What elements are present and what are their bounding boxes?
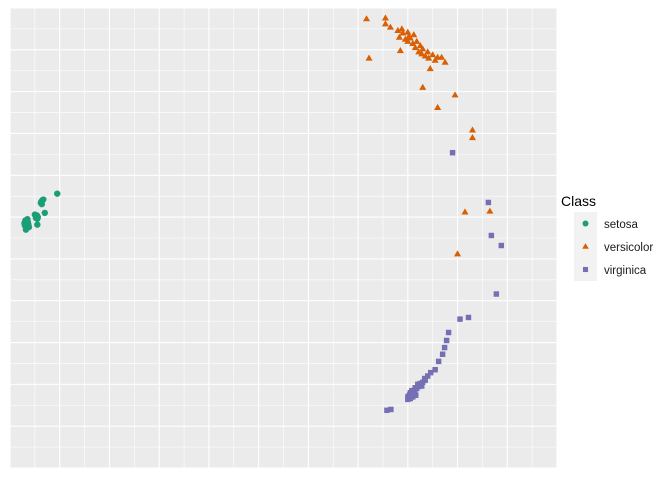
versicolor-point [451, 91, 459, 98]
legend-label-virginica: virginica [604, 265, 647, 277]
data-points [21, 14, 505, 414]
series-versicolor [363, 14, 494, 257]
versicolor-point [421, 52, 429, 59]
versicolor-point [486, 207, 494, 214]
versicolor-point [409, 39, 417, 46]
legend-keys: setosa versicolor virginica [574, 212, 653, 281]
versicolor-point [363, 15, 371, 22]
versicolor-point [419, 45, 427, 52]
versicolor-point [419, 83, 427, 90]
versicolor-point [454, 250, 462, 257]
legend-label-setosa: setosa [604, 219, 638, 231]
virginica-point [410, 394, 416, 400]
virginica-point [388, 406, 394, 413]
virginica-point [465, 314, 472, 321]
virginica-point [432, 367, 438, 373]
virginica-point [419, 383, 425, 389]
series-virginica [384, 149, 505, 414]
legend-key-setosa [582, 220, 589, 227]
setosa-point [54, 190, 61, 197]
legend: Class setosa versicolor virginica [561, 193, 653, 281]
versicolor-point [468, 133, 476, 141]
versicolor-point [410, 31, 418, 38]
legend-item-versicolor: versicolor [574, 235, 653, 258]
versicolor-point [429, 51, 437, 58]
legend-item-virginica: virginica [574, 258, 647, 281]
virginica-point [493, 291, 500, 297]
versicolor-point [398, 25, 406, 32]
versicolor-point [416, 41, 424, 49]
virginica-point [439, 351, 446, 357]
virginica-point [412, 384, 418, 391]
versicolor-point [426, 64, 434, 72]
legend-label-versicolor: versicolor [604, 242, 653, 254]
versicolor-point [394, 26, 402, 34]
legend-key-versicolor [582, 243, 589, 249]
versicolor-point [461, 208, 469, 215]
setosa-point [38, 200, 46, 208]
versicolor-point [399, 29, 407, 36]
virginica-point [457, 316, 463, 322]
versicolor-point [425, 54, 433, 61]
virginica-point [422, 375, 428, 382]
setosa-point [24, 220, 32, 227]
virginica-point [424, 373, 431, 379]
legend-item-setosa: setosa [574, 212, 638, 235]
versicolor-point [441, 58, 449, 65]
virginica-point [445, 329, 452, 336]
versicolor-point [396, 47, 404, 54]
major-gridlines [9, 7, 558, 469]
setosa-point [34, 221, 41, 228]
virginica-point [413, 392, 419, 398]
versicolor-point [395, 33, 403, 40]
virginica-point [409, 387, 415, 394]
virginica-point [488, 232, 495, 239]
legend-key-virginica [582, 266, 589, 273]
series-setosa [21, 190, 61, 233]
versicolor-point [424, 48, 432, 55]
versicolor-point [438, 53, 446, 60]
virginica-point [384, 407, 390, 414]
versicolor-point [413, 37, 421, 44]
virginica-point [435, 358, 442, 365]
versicolor-point [468, 126, 476, 133]
virginica-point [443, 337, 450, 344]
versicolor-point [411, 44, 419, 51]
minor-gridlines [10, 8, 557, 468]
versicolor-point [386, 23, 394, 30]
versicolor-point [404, 37, 412, 44]
versicolor-point [404, 28, 412, 35]
setosa-point [33, 213, 40, 220]
versicolor-point [381, 14, 389, 21]
versicolor-point [418, 50, 426, 57]
legend-title: Class [561, 193, 596, 209]
virginica-point [485, 199, 492, 206]
versicolor-point [405, 32, 413, 39]
virginica-point [427, 369, 434, 376]
versicolor-point [381, 20, 389, 27]
versicolor-point [434, 103, 442, 110]
virginica-point [498, 242, 505, 249]
setosa-point [41, 209, 49, 217]
versicolor-point [365, 54, 373, 61]
virginica-point [441, 344, 448, 351]
virginica-point [449, 149, 456, 156]
